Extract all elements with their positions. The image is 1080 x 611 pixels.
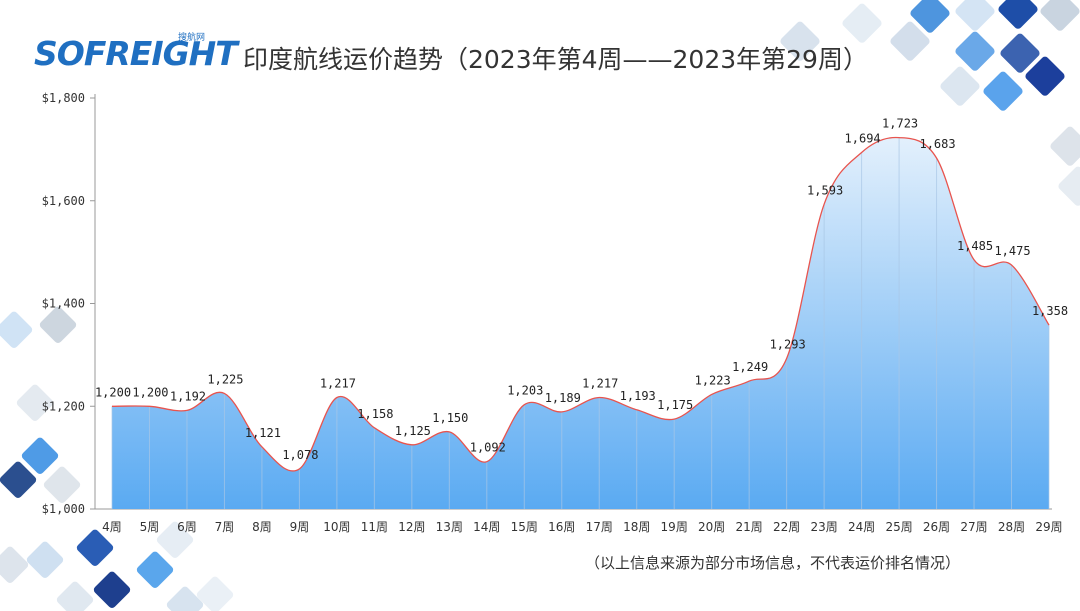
data-label: 1,485 [957,239,993,253]
decor-tiles-left [0,306,81,503]
data-label: 1,189 [545,391,581,405]
data-label: 1,683 [919,137,955,151]
x-tick-label: 20周 [698,520,725,534]
x-tick-label: 19周 [661,520,688,534]
data-label: 1,158 [357,407,393,421]
data-label: 1,200 [95,385,131,399]
data-label: 1,249 [732,360,768,374]
data-label: 1,193 [620,389,656,403]
x-tick-label: 28周 [998,520,1025,534]
decor-tiles-bottom-left [0,521,234,611]
data-label: 1,593 [807,183,843,197]
x-tick-label: 12周 [398,520,425,534]
x-tick-label: 24周 [848,520,875,534]
y-tick-label: $1,200 [42,399,85,413]
x-tick-label: 16周 [548,520,575,534]
series-line-path [111,136,1050,472]
data-label: 1,203 [507,384,543,398]
data-label: 1,078 [282,448,318,462]
brand-logo-subtext: 搜航网 [178,33,206,43]
data-label: 1,175 [657,398,693,412]
series-line [111,136,1050,472]
decor-tiles-top-right [780,0,1080,206]
x-tick-label: 4周 [102,520,122,534]
y-tick-label: $1,000 [42,502,85,516]
data-label: 1,293 [770,337,806,351]
y-tick-label: $1,600 [42,194,85,208]
x-tick-label: 9周 [290,520,310,534]
source-footnote: （以上信息来源为部分市场信息，不代表运价排名情况） [585,554,961,572]
x-tick-label: 5周 [140,520,160,534]
x-tick-label: 22周 [773,520,800,534]
y-tick-label: $1,400 [42,297,85,311]
x-axis: 4周 5周 6周 7周 8周 9周 10周 11周 12周 13周 14周 15周 16周 17周 18周 1… [95,508,1063,534]
x-tick-label: 13周 [436,520,463,534]
x-tick-label: 8周 [252,520,272,534]
data-label: 1,121 [245,426,281,440]
x-tick-label: 10周 [323,520,350,534]
x-tick-label: 7周 [215,520,235,534]
data-label: 1,125 [395,424,431,438]
x-tick-label: 29周 [1035,520,1062,534]
data-label: 1,358 [1032,304,1068,318]
data-label: 1,200 [132,385,168,399]
x-tick-label: 21周 [736,520,763,534]
data-label: 1,723 [882,117,918,131]
data-label: 1,150 [432,411,468,425]
x-tick-label: 25周 [885,520,912,534]
x-tick-label: 26周 [923,520,950,534]
y-tick-label: $1,800 [42,91,85,105]
area-fill [112,137,1049,509]
data-label: 1,217 [582,377,618,391]
data-label: 1,223 [695,373,731,387]
x-tick-label: 15周 [511,520,538,534]
area-series [112,137,1049,509]
data-label: 1,694 [845,131,881,145]
x-tick-label: 17周 [586,520,613,534]
data-label: 1,475 [994,244,1030,258]
chart-title: 印度航线运价趋势（2023年第4周——2023年第29周） [243,45,868,74]
data-label: 1,092 [470,441,506,455]
brand-logo-text: SOFREIGHT [34,34,238,73]
x-tick-label: 23周 [810,520,837,534]
x-tick-label: 27周 [960,520,987,534]
x-tick-label: 11周 [361,520,388,534]
x-tick-label: 6周 [177,520,197,534]
data-label: 1,217 [320,377,356,391]
data-label: 1,225 [207,372,243,386]
data-labels: 1,200 1,200 1,1921,2251,1211,0781,2171,158… [95,117,1068,462]
drop-lines [111,137,1050,509]
data-label: 1,192 [170,389,206,403]
y-axis: $1,000 $1,200 $1,400 $1,600 $1,800 [42,91,96,516]
x-tick-label: 18周 [623,520,650,534]
x-tick-label: 14周 [473,520,500,534]
